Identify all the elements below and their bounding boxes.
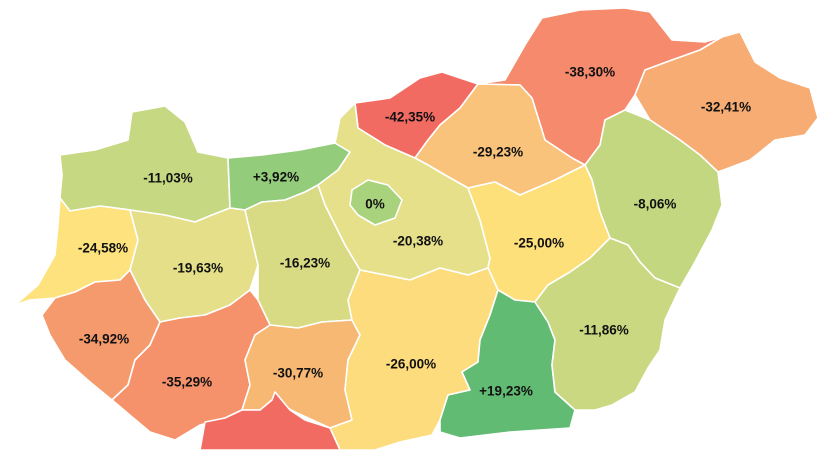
label-fejer: -16,23% (279, 255, 331, 271)
county-gyor-moson-sopron[interactable] (59, 105, 231, 223)
label-tolna: -30,77% (272, 365, 324, 381)
label-csongrad-csanad: +19,23% (479, 383, 533, 399)
label-vas: -24,58% (77, 240, 129, 256)
label-veszprem: -19,63% (172, 260, 224, 276)
label-gyor-moson-sopron: -11,03% (143, 170, 193, 186)
label-heves: -29,23% (472, 144, 524, 160)
county-baranya[interactable] (199, 391, 341, 450)
label-bekes: -11,86% (579, 322, 629, 338)
label-hajdu-bihar: -8,06% (633, 196, 677, 212)
county-bekes[interactable] (534, 237, 681, 411)
label-szabolcs-szatmar-bereg: -32,41% (700, 99, 752, 115)
label-budapest: 0% (365, 196, 385, 212)
label-zala: -34,92% (78, 331, 130, 347)
label-nograd: -42,35% (384, 109, 436, 125)
county-budapest[interactable] (349, 179, 403, 226)
label-komarom-esztergom: +3,92% (252, 169, 300, 185)
label-jasz-nagykun-szolnok: -25,00% (513, 235, 565, 251)
label-pest: -20,38% (392, 233, 444, 249)
county-csongrad-csanad[interactable] (439, 289, 576, 439)
label-somogy: -35,29% (161, 374, 213, 390)
label-borsod-abauj-zemplen: -38,30% (564, 64, 616, 80)
label-bacs-kiskun: -26,00% (385, 356, 437, 372)
